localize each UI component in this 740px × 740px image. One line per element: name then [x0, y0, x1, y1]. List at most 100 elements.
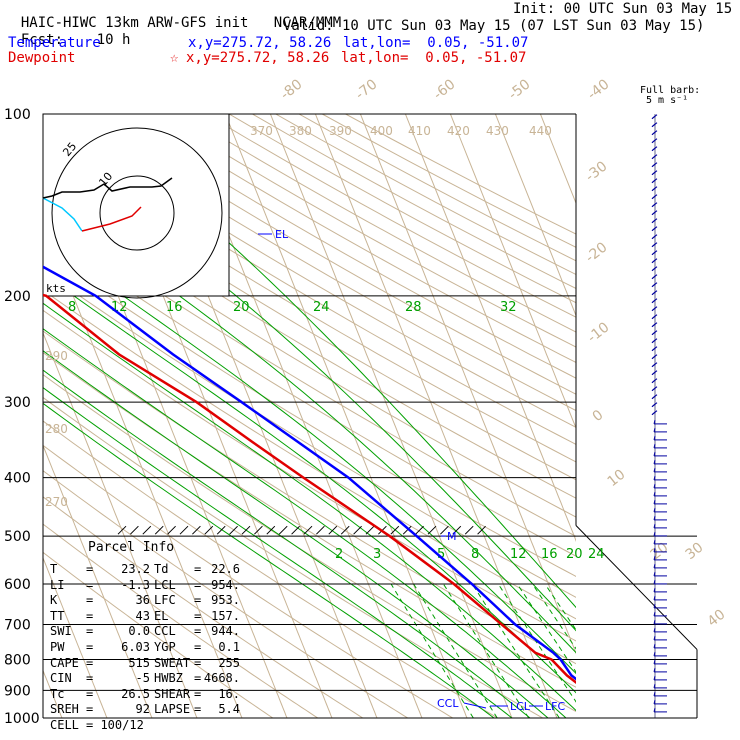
- wind-barb: [653, 627, 656, 633]
- isotherm-line: [359, 114, 576, 655]
- parcel-label: Tc: [50, 686, 65, 701]
- hatch-mark: [154, 525, 164, 535]
- hatch-mark: [142, 525, 152, 535]
- moist-adiabat-line: [43, 328, 567, 718]
- parcel-label: CCL: [154, 624, 176, 639]
- theta-label: 390: [329, 124, 352, 138]
- wind-barb: [653, 571, 656, 577]
- wind-barb: [653, 675, 656, 681]
- parcel-eq: =: [86, 593, 94, 608]
- mixing-ratio-label: 12: [510, 547, 527, 562]
- parcel-value: 43: [135, 608, 150, 623]
- parcel-value: 0.1: [218, 640, 240, 654]
- dry-adiabat-line: [43, 213, 576, 537]
- isotherm-line: [43, 556, 108, 718]
- parcel-label: TT: [50, 608, 65, 623]
- parcel-eq: =: [86, 686, 94, 701]
- mixing-ratio-label: 24: [313, 300, 330, 315]
- dry-adiabat-line: [43, 330, 576, 665]
- parcel-label: T: [50, 562, 58, 576]
- parcel-value: 92: [135, 702, 150, 717]
- wind-barb-flag: [651, 138, 658, 144]
- wind-barb: [653, 643, 656, 649]
- hatch-mark: [303, 525, 313, 535]
- dew-legend-label: Dewpoint: [8, 50, 76, 66]
- parcel-eq: =: [194, 562, 202, 576]
- isotherm-line: [314, 114, 558, 718]
- wind-barb-flag: [651, 242, 658, 248]
- isotherm-lines: [43, 114, 576, 718]
- mixing-ratio-label: 3: [373, 547, 381, 562]
- hatch-mark: [415, 525, 424, 535]
- dewpoint-profile: [43, 293, 576, 684]
- dry-adiabat-line: [65, 114, 576, 412]
- wind-barb-flag: [651, 234, 658, 240]
- dry-adiabat-line: [43, 374, 576, 713]
- temperature-profile: [43, 265, 576, 681]
- header-fcst: Fcst: 10 h: [4, 19, 131, 48]
- wind-barb: [653, 427, 656, 433]
- wind-barb: [653, 699, 656, 705]
- parcel-value: 26.5: [121, 686, 150, 701]
- hatch-mark: [390, 525, 400, 535]
- isotherm-label: -20: [583, 239, 611, 266]
- theta-label: 270: [45, 495, 68, 509]
- pressure-tick-label: 800: [4, 652, 31, 668]
- isotherm-label: 10: [605, 467, 629, 491]
- sounding-profiles: [43, 265, 576, 684]
- mixing-ratio-label: 20: [566, 547, 583, 562]
- dry-adiabat-line: [43, 309, 576, 642]
- moist-adiabat-line: [43, 302, 576, 712]
- parcel-value: 36: [135, 593, 150, 608]
- dry-adiabat-line: [43, 250, 576, 578]
- hodograph-frame: [42, 113, 230, 297]
- wind-barb-flag: [651, 378, 658, 384]
- theta-label: 400: [370, 124, 393, 138]
- mixing-ratio-lines: [43, 219, 576, 718]
- hatch-mark: [427, 525, 437, 535]
- wind-barb: [653, 691, 656, 697]
- isotherm-line: [539, 114, 576, 205]
- wind-barb: [653, 651, 656, 657]
- dew-legend-latlon: lat,lon= 0.05, -51.07: [341, 50, 527, 66]
- fcst-value: 10 h: [96, 32, 131, 48]
- parcel-eq: =: [86, 608, 94, 623]
- parcel-eq: =: [194, 577, 202, 592]
- hatch-mark: [316, 525, 325, 535]
- dry-adiabat-line: [43, 145, 576, 463]
- wind-barb: [653, 459, 656, 465]
- parcel-eq: =: [194, 655, 202, 670]
- wind-barb: [653, 683, 656, 689]
- parcel-label: LFC: [154, 593, 176, 608]
- mixing-ratio-label: 8: [68, 300, 76, 315]
- moist-adiabat-line: [140, 220, 576, 632]
- wind-barb-flag: [651, 370, 658, 376]
- dry-adiabat-line: [43, 129, 576, 445]
- parcel-value: 22.6: [211, 562, 240, 576]
- wind-barb-flag: [651, 130, 658, 136]
- wind-barb-flag: [651, 146, 658, 152]
- parcel-eq: =: [194, 702, 202, 717]
- hatch-mark: [477, 525, 486, 535]
- wind-barb-flag: [651, 178, 658, 184]
- parcel-label: SREH: [50, 702, 79, 717]
- dry-adiabat-line: [135, 114, 576, 363]
- hatch-mark: [117, 525, 127, 535]
- pressure-tick-label: 500: [4, 529, 31, 545]
- parcel-label: EL: [154, 608, 169, 623]
- theta-label: 290: [45, 349, 68, 363]
- isotherm-line: [43, 331, 198, 718]
- wind-barb: [653, 595, 656, 601]
- wind-barb-flag: [651, 226, 658, 232]
- parcel-value: 515: [128, 655, 150, 670]
- dry-adiabat-line: [275, 114, 576, 276]
- hatch-mark: [353, 525, 362, 535]
- moist-adiabat-line: [43, 387, 513, 718]
- wind-barb-flag: [651, 274, 658, 280]
- mixing-ratio-line: [544, 583, 576, 631]
- wind-barb-flag: [651, 194, 658, 200]
- isotherm-label: -10: [585, 319, 613, 346]
- parcel-eq: =: [86, 640, 94, 654]
- mixing-ratio-line: [531, 583, 576, 650]
